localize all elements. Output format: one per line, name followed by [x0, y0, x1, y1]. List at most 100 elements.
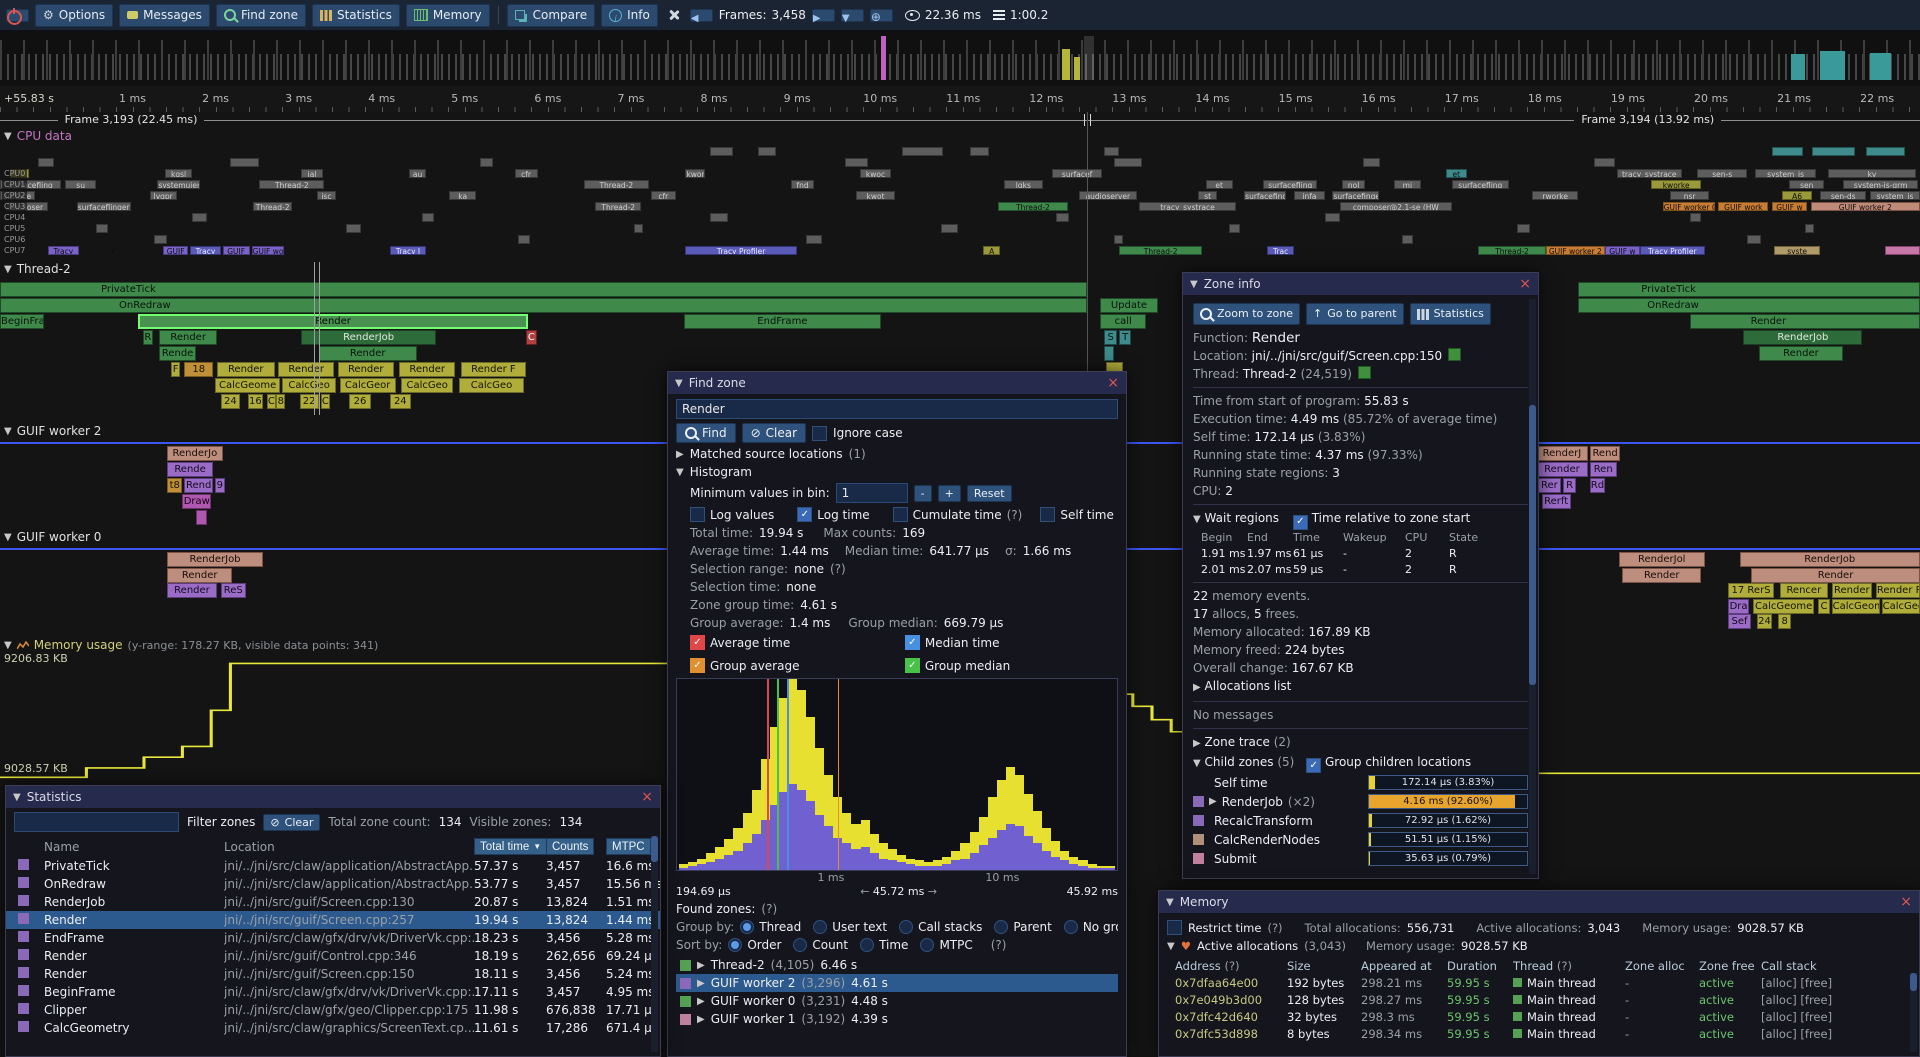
cpu-zone[interactable]: audioserver: [1079, 191, 1137, 200]
thread-header-guif-worker-2[interactable]: ▼ GUIF worker 2: [4, 424, 102, 438]
timeline-zone-8[interactable]: 8: [1777, 614, 1792, 629]
timeline-zone-render[interactable]: Render: [399, 362, 456, 377]
cpu-zone[interactable]: GUIF: [222, 246, 250, 255]
cpu-zone[interactable]: sen-s: [1697, 169, 1748, 178]
timeline-zone-render[interactable]: Render: [1831, 583, 1872, 598]
cpu-zone[interactable]: sen: [1789, 180, 1824, 189]
thread-indicator[interactable]: [1357, 366, 1371, 379]
statistics-button[interactable]: Statistics: [1409, 303, 1491, 325]
timeline-zone-16[interactable]: 16: [247, 394, 264, 409]
legend-item[interactable]: ✓ Group median: [904, 658, 1102, 673]
memory-titlebar[interactable]: ▼ Memory ×: [1159, 891, 1919, 913]
prev-frame-button[interactable]: ◀: [689, 8, 713, 24]
timeline-zone-sef[interactable]: Sef: [1728, 614, 1752, 629]
timeline-zone-renderjob[interactable]: RenderJob: [1739, 552, 1920, 567]
cpu-zone[interactable]: tracy_systrace: [1616, 169, 1682, 178]
legend-item[interactable]: ✓ Group average: [690, 658, 887, 673]
timeline-zone-renderjob[interactable]: RenderJob: [167, 552, 264, 567]
search-input[interactable]: [676, 399, 1118, 419]
cpu-zone[interactable]: [422, 213, 434, 222]
cpu-zone[interactable]: GUIF worker 0: [1662, 202, 1715, 211]
timeline-zone-17-rers[interactable]: 17 RerS: [1728, 583, 1775, 598]
cpu-zone[interactable]: [758, 147, 776, 156]
close-icon[interactable]: ×: [1107, 375, 1119, 391]
cpu-zone[interactable]: V: [110, 246, 116, 255]
timeline-zone-rencer[interactable]: Rencer: [1779, 583, 1828, 598]
cpu-zone[interactable]: cfr: [650, 191, 676, 200]
cpu-zone[interactable]: [96, 224, 108, 233]
time-ruler[interactable]: +55.83 s 1 ms 2 ms 3 ms 4 ms 5 ms 6 ms 7 ms 8 m…: [0, 86, 1920, 112]
radio-button[interactable]: [920, 938, 935, 952]
cpu-zone[interactable]: Thread-2: [253, 202, 292, 211]
legend-checkbox[interactable]: ✓: [904, 635, 920, 650]
table-row[interactable]: CalcGeometry jni/../jni/src/claw/graphic…: [6, 1019, 660, 1037]
timeline-zone-res[interactable]: ReS: [220, 583, 246, 598]
column-header[interactable]: Zone free: [1699, 958, 1755, 973]
radio-button[interactable]: [793, 938, 808, 952]
statistics-titlebar[interactable]: ▼ Statistics ×: [6, 786, 660, 808]
time-relative-checkbox[interactable]: ✓: [1292, 514, 1308, 530]
child-zone-row[interactable]: Submit 35.63 µs (0.79%): [1193, 849, 1528, 868]
cpu-zone[interactable]: surfacefling: [0, 180, 62, 189]
thread-header-guif-worker-0[interactable]: ▼ GUIF worker 0: [4, 530, 102, 544]
memory-button[interactable]: Memory: [405, 3, 490, 27]
radio-button[interactable]: [813, 920, 828, 934]
histogram-plot[interactable]: [676, 678, 1118, 871]
thread-group-row[interactable]: ▶ Thread-2 (4,105) 6.46 s: [676, 956, 1118, 974]
cpu-zone[interactable]: [844, 158, 868, 167]
cpu-zone[interactable]: tracy_systrace: [1138, 202, 1237, 211]
cpu-zone[interactable]: surfacefling: [1451, 180, 1510, 189]
cpu-zone[interactable]: kwot: [856, 191, 895, 200]
cpu-zone[interactable]: surfacefling: [1263, 180, 1318, 189]
cpu-zone[interactable]: jal: [301, 169, 323, 178]
timeline-zone-ren[interactable]: Ren: [1589, 462, 1617, 477]
next-frame-button[interactable]: ▶: [811, 8, 835, 24]
table-row[interactable]: Render jni/../jni/src/guif/Screen.cpp:15…: [6, 965, 660, 983]
sort-counts-button[interactable]: Counts: [546, 838, 595, 855]
sort-mtpc-button[interactable]: MTPC: [606, 838, 651, 855]
timeline-zone-render-f[interactable]: Render F: [460, 362, 527, 377]
timeline-zone-render[interactable]: Render: [318, 346, 417, 361]
cpu-zone[interactable]: surfaceflinger: [76, 202, 131, 211]
zoom-to-zone-button[interactable]: Zoom to zone: [1193, 303, 1300, 325]
close-icon[interactable]: ×: [1900, 894, 1912, 910]
column-header[interactable]: Address (?): [1175, 958, 1240, 973]
timeline-zone-rende[interactable]: Rende: [159, 346, 196, 361]
cpu-zone[interactable]: Trac: [1267, 246, 1295, 255]
cpu-zone[interactable]: [1363, 158, 1381, 167]
histogram-section-header[interactable]: ▼ Histogram: [676, 465, 752, 479]
timeline-zone-onredraw[interactable]: OnRedraw: [1578, 298, 1920, 313]
zone-info-titlebar[interactable]: ▼ Zone info ×: [1183, 273, 1538, 295]
cpu-zone[interactable]: nsr: [1670, 191, 1709, 200]
timeline-zone-calcgeomet[interactable]: CalcGeomet: [1831, 598, 1880, 614]
column-header[interactable]: Appeared at: [1361, 958, 1432, 973]
cpu-zone[interactable]: [1866, 147, 1905, 156]
cpu-zone[interactable]: [633, 224, 644, 233]
allocation-row[interactable]: 0x7e049b3d00 128 bytes 298.27 ms 59.95 s…: [1167, 991, 1911, 1008]
timeline-zone-render[interactable]: Render: [159, 330, 217, 345]
timeline-zone-22[interactable]: 22: [299, 394, 319, 409]
thread-group-row[interactable]: ▶ GUIF worker 1 (3,192) 4.39 s: [676, 1010, 1118, 1028]
minbin-decrease-button[interactable]: -: [913, 484, 932, 502]
cpu-zone[interactable]: GUIF work: [1718, 202, 1769, 211]
cpu-zone[interactable]: sen-ds: [1820, 191, 1867, 200]
frame-overview-strip[interactable]: [0, 30, 1920, 87]
cpu-zone[interactable]: composer@2.1-se (HW: [1340, 202, 1452, 211]
cpu-zone[interactable]: Thread-2: [259, 180, 325, 189]
timeline-zone-calcgeome[interactable]: CalcGeome: [215, 378, 281, 393]
memory-usage-header[interactable]: ▼ Memory usage (y-range: 178.27 KB, visi…: [4, 638, 379, 652]
power-button[interactable]: [6, 7, 29, 25]
timeline-zone-renderj[interactable]: RenderJ: [1536, 446, 1588, 461]
checkbox[interactable]: ✓: [797, 507, 813, 522]
cpu-zone[interactable]: [969, 147, 989, 156]
cpu-zone[interactable]: [1516, 224, 1531, 233]
timeline-zone-render[interactable]: Render: [1751, 567, 1920, 583]
timeline-zone-privatetick[interactable]: PrivateTick: [1578, 282, 1920, 297]
timeline-zone-rend[interactable]: Rend: [184, 478, 214, 493]
cpu-zone[interactable]: system-is-grm: [1843, 180, 1919, 189]
cpu-zone[interactable]: [1772, 147, 1803, 156]
cpu-zone[interactable]: system_is: [1870, 191, 1920, 200]
cpu-zone[interactable]: [1056, 213, 1070, 222]
cpu-zone[interactable]: st: [1198, 191, 1218, 200]
table-row[interactable]: Clipper jni/../jni/src/claw/gfx/geo/Clip…: [6, 1001, 660, 1019]
